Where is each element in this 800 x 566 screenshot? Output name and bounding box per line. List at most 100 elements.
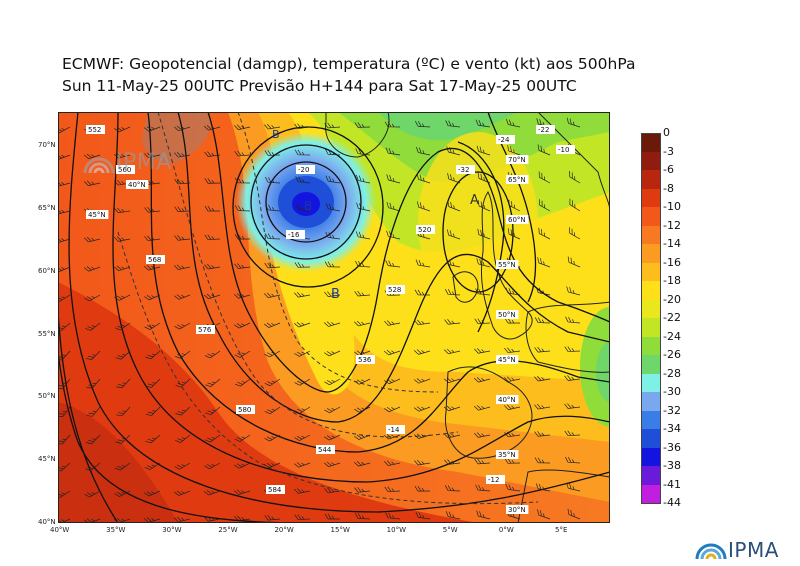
wind-barb <box>538 227 551 240</box>
wind-barb <box>477 228 491 240</box>
wind-barb <box>356 174 371 184</box>
colorbar-swatch <box>641 484 661 504</box>
wind-barb <box>85 322 101 331</box>
wind-barb <box>534 375 551 382</box>
wind-barb <box>538 171 551 184</box>
wind-barb <box>386 230 401 240</box>
wind-barb <box>504 431 521 438</box>
grid-label: 55°N <box>498 261 516 269</box>
wind-barb <box>203 125 221 131</box>
wind-barb <box>385 147 401 156</box>
wind-barb <box>143 517 161 523</box>
colorbar-swatch <box>641 207 661 226</box>
contour-label: -16 <box>288 231 300 239</box>
wind-barb <box>353 461 371 467</box>
colorbar-tick-label: -20 <box>663 292 681 306</box>
colorbar-tick-label: -26 <box>663 348 681 361</box>
colorbar-tick-label: -22 <box>663 311 681 324</box>
grid-label-bg <box>496 450 519 459</box>
colorbar-tick-label: -24 <box>663 329 681 343</box>
colorbar-tick-label: -16 <box>663 255 681 269</box>
wind-barb <box>384 406 401 413</box>
wind-barb <box>383 349 401 356</box>
latitude-tick-label: 60°N <box>38 266 56 275</box>
wind-barb <box>416 146 431 156</box>
contour-label: 520 <box>418 226 431 234</box>
wind-barb <box>264 462 281 469</box>
wind-barb <box>325 148 341 156</box>
wind-barb <box>477 200 491 212</box>
grid-label-bg <box>496 260 519 269</box>
latitude-tick-label: 45°N <box>38 455 56 464</box>
colorbar-tick-label: -8 <box>663 181 674 195</box>
colorbar-swatch <box>641 373 661 392</box>
wind-barb <box>384 378 401 385</box>
wind-barb <box>324 487 341 494</box>
grid-label: 45°N <box>88 211 106 219</box>
ipma-watermark-text: IPMA <box>116 150 172 175</box>
africa-coast <box>517 469 610 523</box>
wind-barb <box>84 294 101 302</box>
ipma-logo-icon <box>695 543 727 560</box>
wind-barb <box>534 403 551 410</box>
wind-barb <box>385 260 401 268</box>
wind-barb <box>475 484 491 492</box>
latitude-tick-label: 40°N <box>38 518 56 526</box>
wind-barb <box>264 233 281 240</box>
contour-label: 580 <box>238 406 251 414</box>
longitude-tick-label: 35°W <box>106 526 126 534</box>
wind-barb <box>144 462 161 471</box>
wind-barb <box>384 121 401 128</box>
wind-barb <box>444 288 461 296</box>
wind-barb <box>324 261 341 268</box>
wind-barb <box>294 292 311 298</box>
wind-barb <box>324 513 341 520</box>
contour-label: 568 <box>148 256 161 264</box>
wind-barb <box>114 322 131 331</box>
wind-barb <box>204 178 221 184</box>
wind-barb <box>384 486 401 493</box>
wind-barb <box>416 173 431 184</box>
wind-barb <box>173 294 191 300</box>
map-annotations: A B B B <box>272 128 479 302</box>
wind-barb <box>476 258 491 268</box>
wind-barb <box>445 120 461 128</box>
wind-barb <box>476 145 491 156</box>
wind-barb <box>58 237 71 243</box>
wind-barb <box>233 489 251 495</box>
wind-barb <box>234 378 251 387</box>
contour-labels: 552 560 568 576 580 584 544 536 528 520 -32 -24 -22 -… <box>86 125 575 514</box>
wind-barb <box>204 434 221 443</box>
grid-label: 65°N <box>508 176 526 184</box>
wind-barb <box>443 348 461 355</box>
weather-map: A B B B 552 560 568 576 580 584 544 536 528 520 -3… <box>58 112 610 523</box>
wind-barb <box>264 406 281 415</box>
contour-label-bg <box>286 230 305 239</box>
colorbar-tick-label: -34 <box>663 422 681 435</box>
wind-barb <box>203 293 221 300</box>
colorbar-tick-label: -14 <box>663 237 681 250</box>
longitude-tick-label: 0°W <box>498 526 514 534</box>
wind-barb <box>175 434 191 443</box>
wind-barb <box>535 287 551 296</box>
wind-barb <box>473 377 491 383</box>
wind-barb <box>569 171 581 184</box>
wind-barb <box>539 199 551 212</box>
wind-barb <box>566 482 581 492</box>
contour-label-bg <box>196 325 215 334</box>
wind-barb <box>58 208 71 215</box>
wind-barb <box>294 514 311 520</box>
wind-barb <box>144 294 161 301</box>
wind-barb <box>204 151 221 157</box>
wind-barb <box>58 490 71 498</box>
wind-barb <box>83 153 101 160</box>
longitude-tick-label: 10°W <box>386 526 406 534</box>
longitude-tick-label: 5°E <box>555 526 568 534</box>
wind-barb <box>537 144 551 156</box>
colorbar-swatch <box>641 188 661 207</box>
contour-label-bg <box>116 165 135 174</box>
wind-barb <box>116 406 131 417</box>
wind-barb <box>116 378 131 389</box>
wind-barb <box>565 456 581 464</box>
grid-label: 50°N <box>498 311 516 319</box>
